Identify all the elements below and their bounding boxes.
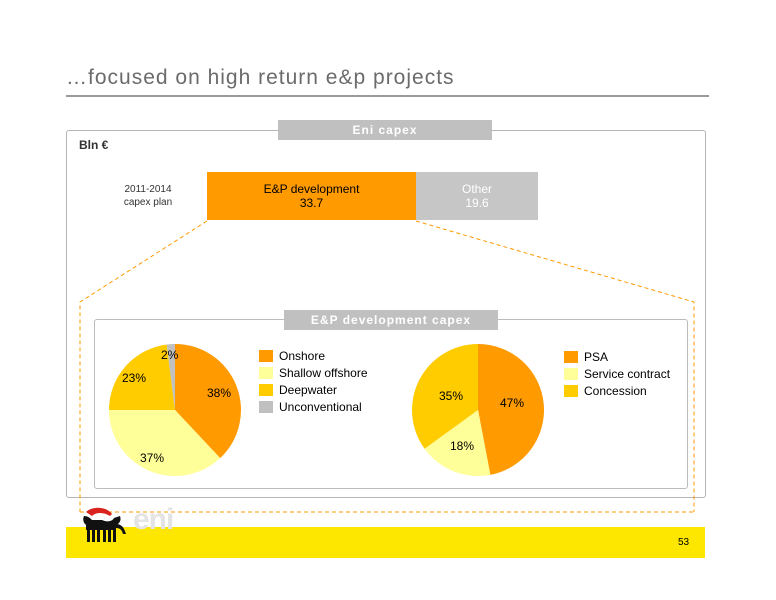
connector-left: [79, 220, 208, 512]
legend-label-unconventional: Unconventional: [279, 399, 362, 414]
eni-wordmark: eni: [133, 503, 174, 536]
pie1-slice-onshore: [175, 344, 241, 459]
eni-capex-header: Eni capex: [278, 120, 492, 140]
pie-chart-contract: [412, 344, 544, 476]
swatch-unconventional: [259, 400, 273, 413]
legend-item-concession: Concession: [564, 382, 670, 399]
swatch-deepwater: [259, 383, 273, 396]
pie2-slice-concession: [412, 344, 478, 449]
legend-label-onshore: Onshore: [279, 348, 326, 363]
swatch-service-contract: [564, 368, 578, 380]
pie-chart-location: [109, 344, 241, 477]
ep-capex-header: E&P development capex: [284, 310, 498, 330]
pie1-slice-unconventional: [166, 344, 175, 410]
footer-bar: [66, 527, 705, 558]
page-number: 53: [678, 537, 690, 548]
pie1-label-shallow: 37%: [140, 451, 165, 465]
pie2-slice-service-contract: [424, 410, 491, 476]
pie1-slice-deepwater: [109, 344, 175, 410]
title-divider: [66, 95, 709, 97]
legend-label-service-contract: Service contract: [584, 367, 671, 381]
legend-item-psa: PSA: [564, 347, 670, 366]
pie2-slice-psa: [478, 344, 544, 475]
units-label: Bln €: [79, 138, 109, 152]
legend-item-service-contract: Service contract: [564, 366, 670, 382]
pie2-legend: PSA Service contract Concession: [564, 347, 670, 399]
pie1-label-onshore: 38%: [207, 386, 232, 400]
swatch-psa: [564, 350, 578, 363]
legend-item-shallow-offshore: Shallow offshore: [259, 364, 368, 381]
bar-ep-label: E&P development: [263, 182, 360, 196]
bar-other-value: 19.6: [465, 196, 489, 210]
eni-dog-logo: [83, 507, 126, 542]
legend-item-deepwater: Deepwater: [259, 381, 368, 398]
page-title: …focused on high return e&p projects: [66, 66, 455, 89]
bar-segment-ep-development: E&P development 33.7: [207, 172, 416, 220]
bar-segment-other: Other 19.6: [416, 172, 538, 220]
pie2-label-service: 18%: [450, 439, 475, 453]
pie1-label-unconventional: 2%: [161, 348, 179, 362]
plan-label-line1: 2011-2014: [124, 184, 172, 195]
legend-item-onshore: Onshore: [259, 347, 368, 364]
pie2-label-concession: 35%: [439, 389, 464, 403]
swatch-shallow-offshore: [259, 366, 273, 379]
plan-label-line2: capex plan: [123, 197, 173, 208]
swatch-onshore: [259, 349, 273, 362]
pie1-label-deepwater: 23%: [122, 371, 147, 385]
plan-label: 2011-2014 capex plan: [100, 183, 196, 209]
legend-label-concession: Concession: [584, 383, 647, 398]
connector-right: [415, 220, 695, 512]
legend-label-shallow-offshore: Shallow offshore: [279, 365, 368, 380]
swatch-concession: [564, 384, 578, 397]
pie1-slice-shallow-offshore: [109, 410, 221, 477]
pie1-legend: Onshore Shallow offshore Deepwater Uncon…: [259, 347, 368, 415]
legend-label-deepwater: Deepwater: [279, 382, 338, 397]
pie2-label-psa: 47%: [500, 396, 525, 410]
bar-other-label: Other: [461, 182, 492, 196]
legend-label-psa: PSA: [584, 349, 609, 364]
bar-ep-value: 33.7: [299, 196, 324, 210]
legend-item-unconventional: Unconventional: [259, 398, 368, 415]
